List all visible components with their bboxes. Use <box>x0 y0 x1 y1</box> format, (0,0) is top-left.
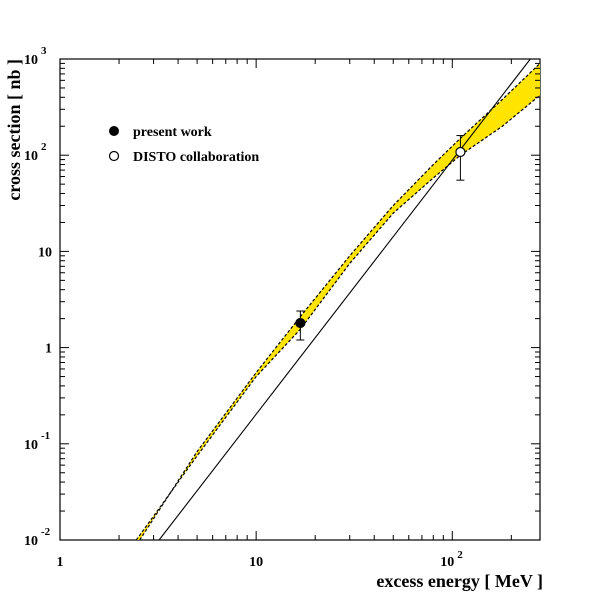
y-tick-label: 10 <box>24 149 38 164</box>
legend-marker-present-work <box>109 126 119 136</box>
legend-label-present-work: present work <box>133 125 212 140</box>
y-tick-label-exponent: -1 <box>41 430 50 442</box>
y-tick-label-exponent: -2 <box>41 526 51 538</box>
fit-curves <box>158 59 531 540</box>
legend-marker-disto <box>108 150 120 162</box>
x-tick-label: 10 <box>249 555 263 570</box>
data-point-present-work <box>295 317 306 329</box>
band-fill <box>136 63 540 540</box>
y-tick-label: 1 <box>45 342 52 357</box>
y-tick-label-exponent: 3 <box>41 45 47 57</box>
data-points <box>295 135 466 341</box>
y-tick-label: 10 <box>24 53 38 68</box>
band-upper-edge <box>139 62 540 540</box>
band-lower-edge <box>135 94 540 540</box>
data-point-disto <box>455 146 466 158</box>
y-tick-label-exponent: 2 <box>41 141 47 153</box>
x-axis-label: excess energy [ MeV ] <box>376 571 543 591</box>
plot-frame <box>59 58 541 541</box>
x-tick-label: 1 <box>57 555 64 570</box>
curve-line-0 <box>158 59 531 540</box>
x-tick-label: 10 <box>440 555 454 570</box>
y-tick-label: 10 <box>38 245 52 260</box>
y-tick-label: 10 <box>24 534 38 549</box>
uncertainty-band <box>135 62 540 540</box>
legend: present work DISTO collaboration <box>108 125 259 165</box>
legend-label-disto: DISTO collaboration <box>133 150 259 165</box>
y-axis-label: cross section [ nb ] <box>4 59 24 201</box>
x-tick-label-exponent: 2 <box>457 549 463 561</box>
y-tick-label: 10 <box>24 438 38 453</box>
